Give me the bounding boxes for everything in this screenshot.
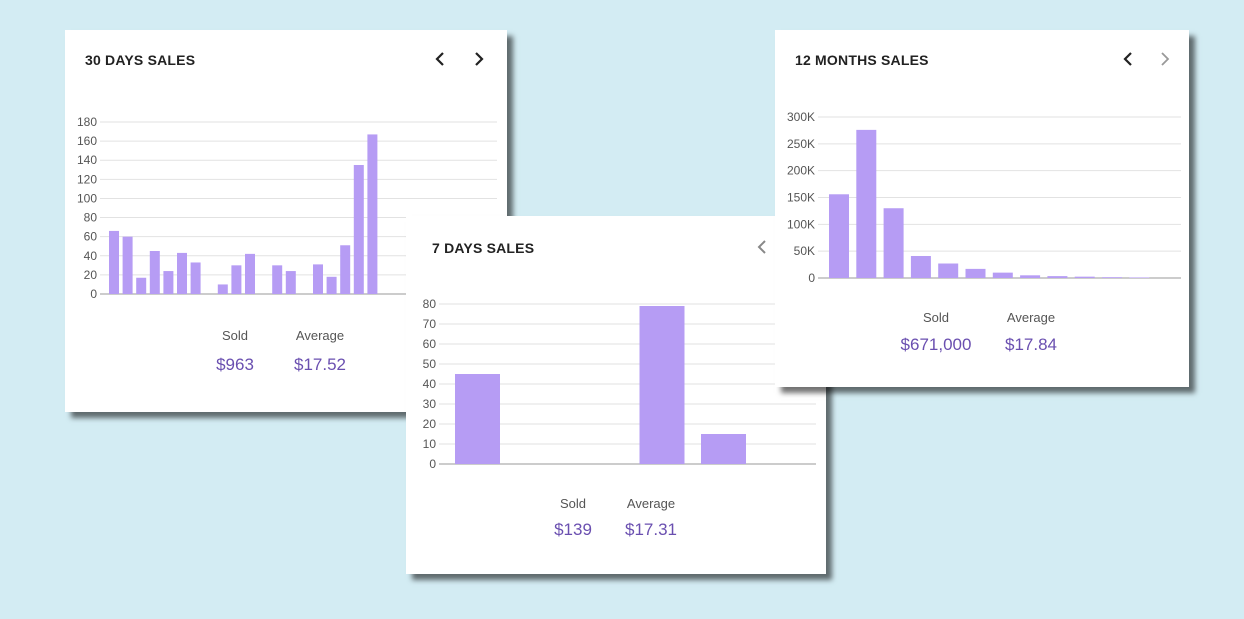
- chevron-right-icon: [1161, 52, 1170, 66]
- bar: [272, 265, 283, 294]
- bar: [109, 230, 119, 294]
- sold-label: Sold: [221, 328, 249, 343]
- bar: [856, 129, 877, 278]
- y-tick-label: 300K: [787, 110, 815, 124]
- y-tick-label: 20: [84, 268, 98, 282]
- y-tick-label: 80: [84, 211, 98, 225]
- bar: [163, 271, 174, 294]
- chevron-left-icon: [757, 240, 766, 254]
- y-tick-label: 120: [77, 172, 97, 186]
- bar: [122, 236, 133, 294]
- sold-label: Sold: [559, 496, 587, 511]
- y-tick-label: 40: [423, 377, 437, 391]
- y-tick-label: 100K: [787, 217, 815, 231]
- average-label: Average: [295, 328, 345, 343]
- bar: [1129, 277, 1150, 278]
- y-tick-label: 150K: [787, 191, 815, 205]
- bar: [313, 264, 323, 294]
- bar: [883, 208, 904, 278]
- y-tick-label: 160: [77, 134, 97, 148]
- y-tick-label: 60: [423, 337, 437, 351]
- y-tick-label: 140: [77, 153, 97, 167]
- sold-value: $963: [216, 355, 254, 374]
- bar: [829, 194, 849, 278]
- bar: [910, 255, 931, 278]
- bar: [149, 251, 160, 294]
- average-value: $17.52: [294, 355, 346, 374]
- card-12-months-sales: 12 MONTHS SALES 0 50K 100K 150K 200K 250K 300K…: [775, 30, 1189, 387]
- bar: [190, 262, 201, 294]
- card-7-days-sales: 7 DAYS SALES 0 10 20 30 40 50 60 70 80 Sold Aver…: [406, 216, 826, 574]
- y-tick-label: 10: [423, 437, 437, 451]
- y-tick-label: 250K: [787, 137, 815, 151]
- bar: [285, 271, 296, 294]
- average-label: Average: [626, 496, 676, 511]
- y-tick-label: 180: [77, 115, 97, 129]
- y-tick-label: 50: [423, 357, 437, 371]
- bar: [701, 434, 746, 464]
- bar: [965, 268, 986, 278]
- bar: [639, 306, 685, 464]
- y-tick-label: 80: [423, 297, 437, 311]
- card-title: 7 DAYS SALES: [432, 240, 535, 256]
- y-tick-label: 20: [423, 417, 437, 431]
- chevron-right-icon: [475, 52, 484, 66]
- bar: [217, 284, 228, 294]
- bar: [136, 277, 147, 294]
- next-button[interactable]: [468, 48, 490, 70]
- prev-button[interactable]: [429, 48, 451, 70]
- bar: [938, 263, 959, 278]
- bar: [353, 165, 364, 294]
- sold-label: Sold: [922, 310, 950, 325]
- prev-button[interactable]: [751, 236, 773, 258]
- average-value: $17.31: [625, 520, 677, 539]
- average-label: Average: [1006, 310, 1056, 325]
- y-tick-label: 70: [423, 317, 437, 331]
- bar: [340, 245, 351, 294]
- next-button[interactable]: [1154, 48, 1176, 70]
- bar: [177, 252, 187, 294]
- bar: [1074, 276, 1095, 278]
- chevron-left-icon: [1123, 52, 1132, 66]
- y-tick-label: 30: [423, 397, 437, 411]
- bar: [992, 272, 1013, 278]
- bar-chart-12-months: 0 50K 100K 150K 200K 250K 300K: [787, 110, 1181, 285]
- bar: [231, 265, 242, 294]
- bar: [455, 374, 500, 464]
- y-tick-label: 50K: [794, 244, 815, 258]
- sold-value: $139: [554, 520, 592, 539]
- bar: [245, 253, 255, 294]
- y-tick-label: 60: [84, 230, 98, 244]
- y-tick-label: 0: [429, 457, 436, 471]
- prev-button[interactable]: [1117, 48, 1139, 70]
- bar-chart-7-days: 0 10 20 30 40 50 60 70 80: [423, 297, 816, 471]
- y-tick-label: 0: [808, 271, 815, 285]
- y-tick-label: 200K: [787, 164, 815, 178]
- y-tick-label: 100: [77, 191, 97, 205]
- card-title: 12 MONTHS SALES: [795, 52, 929, 68]
- average-value: $17.84: [1005, 335, 1057, 354]
- sold-value: $671,000: [900, 335, 972, 354]
- chevron-left-icon: [435, 52, 444, 66]
- card-title: 30 DAYS SALES: [85, 52, 196, 68]
- bar: [1102, 277, 1122, 278]
- y-tick-label: 0: [90, 287, 97, 301]
- y-tick-label: 40: [84, 249, 98, 263]
- bar: [1020, 275, 1041, 278]
- bar: [367, 134, 378, 294]
- bar-chart-30-days: 0 20 40 60 80 100 120 140 160 180: [77, 115, 497, 301]
- bar: [326, 276, 337, 294]
- bar: [1047, 276, 1068, 278]
